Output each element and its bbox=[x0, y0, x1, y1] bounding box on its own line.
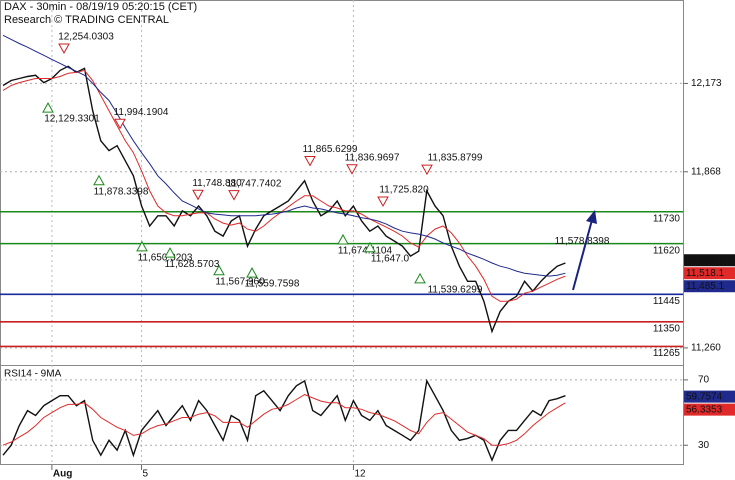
annotation-label: 11,628.5703 bbox=[165, 259, 220, 270]
chart-title: DAX - 30min - 08/19/19 05:20:15 (CET) bbox=[4, 1, 197, 13]
level-label: 11620 bbox=[653, 245, 681, 256]
annotation-label: 11,725.820 bbox=[379, 185, 429, 196]
annotation-label: 11,994.1904 bbox=[114, 107, 169, 118]
peak-marker bbox=[228, 190, 240, 201]
last-value-box bbox=[684, 254, 735, 267]
annotation-label: 11,878.3398 bbox=[94, 186, 149, 197]
last-value-label: 11,518.1 bbox=[686, 268, 725, 279]
peak-marker bbox=[421, 164, 433, 176]
level-label: 11730 bbox=[653, 213, 681, 224]
level-label: 11350 bbox=[653, 323, 681, 334]
trough-marker bbox=[213, 264, 225, 276]
trough-marker bbox=[164, 247, 176, 258]
trough-marker bbox=[414, 272, 426, 284]
trough-marker bbox=[42, 102, 54, 113]
trough-marker bbox=[246, 267, 258, 278]
chart-subtitle: Research © TRADING CENTRAL bbox=[4, 14, 169, 26]
annotation-label: 11,647.0 bbox=[371, 253, 410, 264]
annotation-label: 12,129.3301 bbox=[44, 114, 100, 125]
price-line bbox=[2, 65, 566, 334]
annotation-label: 11,539.6299 bbox=[428, 285, 483, 296]
ma-line bbox=[2, 394, 566, 446]
annotation-label: 11,567.960 bbox=[215, 276, 265, 287]
y-tick-label: 30 bbox=[698, 440, 710, 451]
annotation-label: 11,835.8799 bbox=[428, 153, 483, 164]
last-value-box bbox=[684, 403, 735, 416]
x-tick-label: 5 bbox=[143, 469, 149, 480]
y-tick-label: 11,868 bbox=[691, 166, 721, 177]
trough-marker bbox=[93, 174, 105, 186]
peak-marker bbox=[58, 43, 70, 54]
forecast-arrow bbox=[572, 219, 593, 291]
last-value-box bbox=[684, 280, 735, 293]
peak-marker bbox=[192, 189, 204, 201]
peak-marker bbox=[377, 196, 389, 207]
annotation-label: 11,836.9697 bbox=[345, 152, 400, 163]
annotation-label: 11,559.7598 bbox=[245, 279, 300, 290]
ma-line bbox=[2, 34, 566, 277]
annotation-label: 12,254.0303 bbox=[58, 32, 114, 43]
trough-marker bbox=[136, 240, 148, 252]
level-label: 11265 bbox=[653, 348, 681, 359]
last-value-box bbox=[684, 267, 735, 280]
rsi-panel bbox=[0, 365, 684, 465]
y-tick-label: 12,173 bbox=[691, 78, 722, 89]
trough-marker bbox=[364, 241, 376, 253]
last-value-box bbox=[684, 390, 735, 403]
trough-marker bbox=[337, 233, 349, 245]
y-tick-label: 70 bbox=[698, 375, 710, 386]
annotation-label: 11,747.7402 bbox=[227, 178, 282, 189]
price-line bbox=[2, 378, 566, 462]
last-value-label: 56.3353 bbox=[686, 404, 723, 415]
peak-marker bbox=[346, 164, 358, 175]
annotation-label: 11,650.3203 bbox=[138, 252, 193, 263]
x-tick-label: Aug bbox=[53, 469, 72, 480]
y-tick-label: 11,260 bbox=[691, 343, 721, 354]
annotation-label: 11,578.8398 bbox=[555, 236, 610, 247]
level-label: 11445 bbox=[653, 296, 681, 307]
x-tick-label: 12 bbox=[354, 469, 366, 480]
annotation-label: 11,748.880 bbox=[192, 178, 242, 189]
annotation-label: 11,865.6299 bbox=[303, 144, 358, 155]
last-value-label: 59.7574 bbox=[686, 391, 723, 402]
rsi-title: RSI14 - 9MA bbox=[4, 369, 62, 380]
peak-marker bbox=[114, 118, 126, 130]
last-value-label: 11,562.7 bbox=[686, 255, 725, 266]
forecast-arrow-head bbox=[586, 210, 597, 224]
peak-marker bbox=[304, 155, 316, 167]
last-value-label: 11,485.1 bbox=[686, 281, 725, 292]
